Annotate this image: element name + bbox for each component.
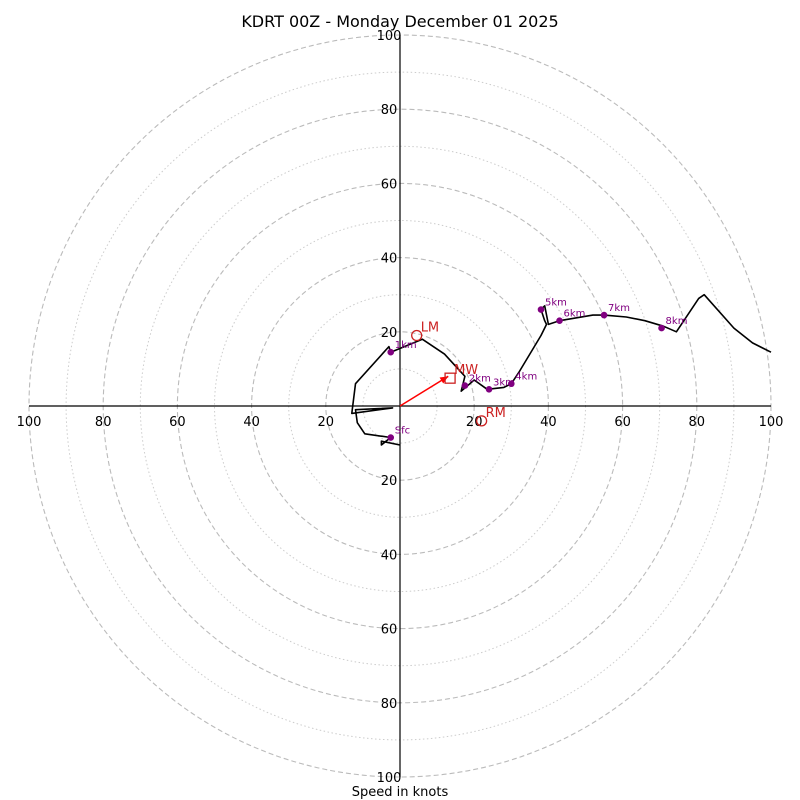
height-marker-label: 1km: [395, 340, 417, 351]
x-tick-label: 100: [17, 415, 42, 430]
height-marker-label: 2km: [469, 374, 491, 385]
height-marker-label: Sfc: [395, 426, 410, 437]
x-axis-label: Speed in knots: [352, 785, 449, 800]
height-marker-dot: [600, 311, 608, 319]
storm-motion-label: MW: [454, 363, 478, 378]
height-marker-dot: [537, 306, 545, 313]
x-tick-label: 20: [318, 415, 335, 430]
hodograph-trace: [350, 293, 772, 446]
height-marker-label: 6km: [564, 309, 586, 320]
storm-motion-square: [444, 372, 456, 384]
shear-vector-line: [399, 375, 449, 407]
height-marker-label: 3km: [493, 377, 515, 388]
y-tick-label: 40: [381, 252, 398, 267]
height-marker-dot: [387, 348, 395, 356]
storm-motion-markers: LM MW RM: [411, 321, 506, 427]
height-marker-dot: [658, 324, 665, 332]
x-tick-label: 60: [169, 415, 186, 430]
x-tick-label: 60: [614, 415, 631, 430]
y-tick-label: 20: [381, 326, 398, 341]
storm-motion-label: RM: [486, 406, 506, 421]
storm-motion-circle: [411, 329, 423, 342]
y-tick-label: 80: [381, 103, 398, 118]
tick-labels: 100 80 60 40 20 20 40 60 80 100 100 80 60 40 20 20 40 60 8…: [17, 29, 784, 786]
height-marker-dot: [387, 434, 395, 441]
x-tick-label: 20: [466, 415, 483, 430]
chart-title: KDRT 00Z - Monday December 01 2025: [241, 12, 558, 31]
y-tick-label: 60: [381, 177, 398, 192]
storm-motion-circle: [475, 415, 488, 427]
y-tick-label: 100: [377, 771, 402, 786]
x-tick-label: 80: [689, 415, 706, 430]
height-marker-dot: [556, 317, 563, 324]
x-tick-label: 40: [243, 415, 260, 430]
height-marker-label: 7km: [608, 303, 630, 314]
height-marker-label: 5km: [545, 298, 567, 309]
storm-motion-label: LM: [421, 321, 439, 336]
height-marker-label: 4km: [515, 372, 537, 383]
hodograph-trace-layer: [350, 293, 772, 446]
y-tick-label: 80: [381, 697, 398, 712]
y-tick-label: 20: [381, 474, 398, 489]
x-tick-label: 100: [759, 415, 784, 430]
y-tick-label: 40: [381, 548, 398, 563]
x-tick-label: 40: [540, 415, 557, 430]
y-tick-label: 100: [377, 29, 402, 44]
y-tick-label: 60: [381, 623, 398, 638]
height-marker-dot: [485, 386, 493, 393]
height-marker-label: 8km: [666, 316, 688, 327]
height-marker-dot: [508, 380, 515, 388]
height-marker-dot: [461, 382, 469, 389]
x-tick-label: 80: [95, 415, 112, 430]
shear-vector-arrowhead: [439, 376, 449, 384]
